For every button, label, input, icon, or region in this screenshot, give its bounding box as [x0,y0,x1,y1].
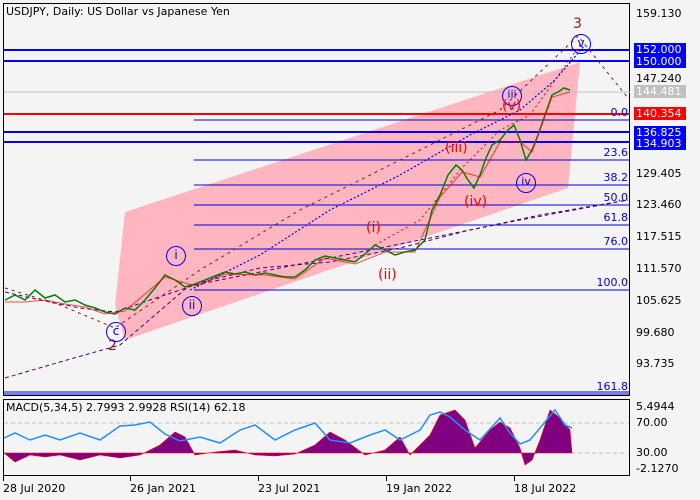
price-tick: 111.570 [636,262,682,275]
x-axis-label: 23 Jul 2021 [258,482,321,495]
ind-axis-label: 70.00 [636,416,668,429]
price-tick: 93.735 [636,357,675,370]
wave-label-c: c [106,322,126,342]
wave-label-ii: ii [182,296,202,316]
fib-label: 23.6 [603,146,629,159]
main-chart-area[interactable] [3,3,630,396]
current-price-box: 144.481 [634,85,686,98]
level-150-box: 150.000 [634,55,686,68]
fib-label: 100.0 [596,276,629,289]
fib-label: 0.0 [610,106,629,119]
wave-label-3: 3 [573,16,582,32]
indicator-pane[interactable] [3,399,630,476]
wave-label-iii: iii [502,86,522,106]
level-134-box: 134.903 [634,137,686,150]
wave-label-iv: iv [516,173,536,193]
fib-label: 161.8 [596,380,629,393]
ind-axis-label: 5.4944 [636,400,675,413]
wave-label-2: 2 [108,338,117,354]
price-tick: 123.460 [636,198,682,211]
x-axis-label: 19 Jan 2022 [386,482,452,495]
level-136-box: 136.825 [634,126,686,139]
wave-label-paren-iii: (iii) [445,140,468,156]
wave-label-paren-ii: (ii) [378,267,397,283]
price-tick: 117.515 [636,230,682,243]
fib-label: 76.0 [603,235,629,248]
price-tick: 159.130 [636,7,682,20]
fib-label: 61.8 [603,211,629,224]
wave-label-v: v [571,34,591,54]
price-tick: 147.240 [636,72,682,85]
indicator-title: MACD(5,34,5) 2.7993 2.9928 RSI(14) 62.18 [6,401,246,414]
ind-axis-label: 30.00 [636,446,668,459]
wave-label-paren-iv: (iv) [464,194,488,210]
x-axis-label: 26 Jan 2021 [130,482,196,495]
price-tick: 129.405 [636,167,682,180]
price-tick: 99.680 [636,326,675,339]
red-level-box: 140.354 [634,107,686,120]
ind-axis-label: -2.1270 [636,462,679,475]
wave-label-paren-i: (i) [366,220,381,236]
level-152-box: 152.000 [634,43,686,56]
wave-label-paren-v: (v) [502,98,522,114]
fib-label: 50.0 [603,191,629,204]
x-axis-label: 18 Jul 2022 [514,482,577,495]
chart-title: USDJPY, Daily: US Dollar vs Japanese Yen [6,5,230,18]
price-tick: 105.625 [636,294,682,307]
fib-label: 38.2 [603,171,629,184]
x-axis-label: 28 Jul 2020 [3,482,66,495]
wave-label-i: i [166,246,186,266]
